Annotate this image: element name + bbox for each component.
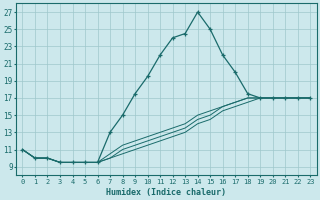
X-axis label: Humidex (Indice chaleur): Humidex (Indice chaleur) (106, 188, 226, 197)
